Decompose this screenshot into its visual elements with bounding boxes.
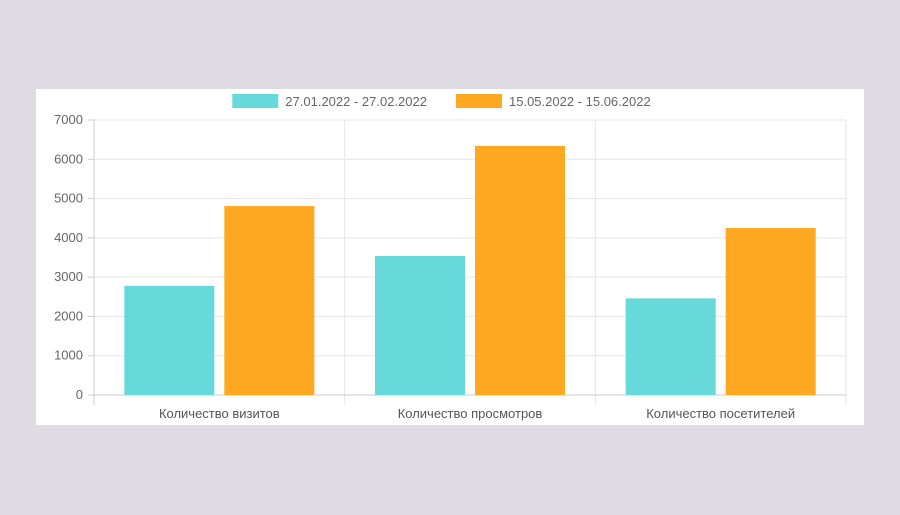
grid-layer xyxy=(93,119,847,405)
bar-chart: 0 1000 2000 3000 4000 5000 6000 7000 Количество… xyxy=(54,94,847,421)
bar-series-2-cat-2[interactable] xyxy=(475,145,565,395)
bar-series-1-cat-3[interactable] xyxy=(625,298,716,395)
bar-series-2-cat-1[interactable] xyxy=(224,206,315,395)
legend-label-2[interactable]: 15.05.2022 - 15.06.2022 xyxy=(509,94,651,109)
legend-swatch-1[interactable] xyxy=(232,94,279,108)
bar-series-2-cat-3[interactable] xyxy=(725,228,816,395)
y-tick-label: 6000 xyxy=(54,151,83,166)
legend-label-1[interactable]: 27.01.2022 - 27.02.2022 xyxy=(285,94,427,109)
y-tick-label: 0 xyxy=(76,387,83,402)
chart-panel: 0 1000 2000 3000 4000 5000 6000 7000 Количество… xyxy=(36,89,864,425)
legend[interactable]: 27.01.2022 - 27.02.2022 15.05.2022 - 15.0… xyxy=(232,94,651,109)
y-tick-label: 7000 xyxy=(54,112,83,127)
x-category-label: Количество посетителей xyxy=(646,406,795,421)
y-tick-label: 3000 xyxy=(54,269,83,284)
bars-layer xyxy=(124,145,816,395)
y-tick-label: 5000 xyxy=(54,191,83,206)
legend-swatch-2[interactable] xyxy=(456,94,502,108)
bar-series-1-cat-2[interactable] xyxy=(375,255,465,395)
bar-series-1-cat-1[interactable] xyxy=(124,285,215,395)
axis-layer xyxy=(88,119,846,396)
x-category-label: Количество визитов xyxy=(159,406,280,421)
y-tick-label: 4000 xyxy=(54,230,83,245)
y-tick-label: 2000 xyxy=(54,308,83,323)
y-tick-labels: 0 1000 2000 3000 4000 5000 6000 7000 xyxy=(54,112,83,402)
x-category-label: Количество просмотров xyxy=(398,406,543,421)
x-category-labels: Количество визитов Количество просмотров К… xyxy=(159,406,795,421)
y-tick-label: 1000 xyxy=(54,348,83,363)
